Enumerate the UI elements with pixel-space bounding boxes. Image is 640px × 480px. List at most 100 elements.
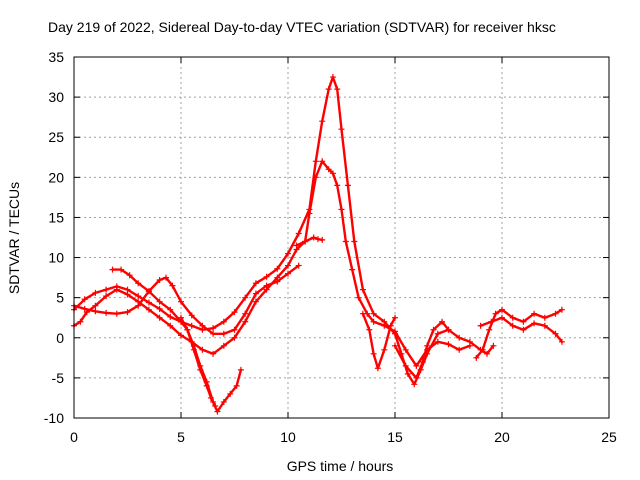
x-tick-label: 5 bbox=[177, 429, 185, 445]
x-axis-label: GPS time / hours bbox=[287, 458, 394, 474]
data-point-marker bbox=[402, 362, 409, 369]
data-point-marker bbox=[359, 286, 366, 293]
data-point-marker bbox=[252, 280, 259, 287]
data-point-marker bbox=[310, 234, 317, 241]
data-point-marker bbox=[392, 314, 398, 321]
data-point-marker bbox=[285, 270, 291, 277]
data-point-marker bbox=[203, 382, 210, 389]
data-point-marker bbox=[531, 310, 538, 317]
data-point-marker bbox=[344, 182, 351, 189]
data-point-marker bbox=[439, 318, 446, 325]
data-point-marker bbox=[479, 346, 486, 353]
data-point-marker bbox=[242, 294, 249, 301]
data-point-marker bbox=[374, 365, 381, 372]
data-point-marker bbox=[319, 158, 326, 165]
plot-frame bbox=[73, 56, 610, 419]
data-point-marker bbox=[499, 314, 505, 321]
y-tick-label: 25 bbox=[48, 129, 64, 145]
data-point-marker bbox=[486, 326, 493, 333]
data-point-marker bbox=[199, 346, 206, 353]
series-trace bbox=[361, 312, 397, 370]
data-point-marker bbox=[263, 273, 270, 280]
data-point-marker bbox=[188, 312, 195, 319]
data-point-marker bbox=[325, 166, 332, 173]
y-tick-label: 35 bbox=[48, 49, 64, 65]
y-axis-label: SDTVAR / TECUs bbox=[6, 182, 22, 294]
data-point-marker bbox=[167, 322, 174, 329]
data-point-marker bbox=[190, 346, 197, 353]
data-point-marker bbox=[404, 370, 411, 377]
data-point-marker bbox=[558, 306, 565, 313]
data-point-marker bbox=[103, 286, 110, 293]
data-point-marker bbox=[103, 309, 110, 316]
data-point-marker bbox=[366, 326, 373, 333]
data-point-marker bbox=[370, 350, 377, 357]
data-point-marker bbox=[242, 310, 249, 317]
data-point-marker bbox=[295, 262, 302, 269]
data-point-marker bbox=[113, 286, 120, 293]
y-tick-label: 10 bbox=[48, 250, 64, 266]
data-point-marker bbox=[156, 277, 163, 284]
data-point-marker bbox=[342, 238, 349, 245]
data-point-marker bbox=[319, 118, 326, 125]
data-point-marker bbox=[509, 314, 516, 321]
data-point-marker bbox=[210, 325, 217, 332]
series-9 bbox=[293, 234, 326, 249]
data-point-marker bbox=[124, 309, 131, 316]
data-point-marker bbox=[178, 314, 184, 321]
data-point-marker bbox=[92, 308, 99, 315]
series-trace bbox=[72, 160, 472, 368]
data-point-marker bbox=[285, 250, 291, 257]
series-4 bbox=[178, 314, 219, 409]
data-point-marker bbox=[167, 313, 174, 320]
data-point-marker bbox=[392, 342, 398, 349]
data-point-marker bbox=[381, 346, 388, 353]
data-point-marker bbox=[381, 322, 388, 329]
data-point-marker bbox=[135, 293, 142, 300]
x-tick-label: 0 bbox=[70, 429, 78, 445]
data-point-marker bbox=[334, 86, 341, 93]
data-point-marker bbox=[252, 290, 259, 297]
data-point-marker bbox=[81, 305, 88, 312]
data-point-marker bbox=[456, 346, 463, 353]
data-point-marker bbox=[109, 266, 116, 273]
data-point-marker bbox=[124, 291, 131, 298]
data-point-marker bbox=[210, 330, 217, 337]
data-point-marker bbox=[167, 306, 174, 313]
series-1 bbox=[71, 158, 473, 369]
data-point-marker bbox=[349, 266, 356, 273]
data-point-marker bbox=[312, 158, 319, 165]
data-point-marker bbox=[242, 318, 249, 325]
data-point-marker bbox=[92, 302, 99, 309]
y-tick-label: 0 bbox=[56, 330, 64, 346]
data-point-marker bbox=[163, 274, 170, 281]
data-point-marker bbox=[466, 338, 473, 345]
data-point-marker bbox=[135, 302, 142, 309]
data-point-marker bbox=[169, 282, 176, 289]
series-8 bbox=[477, 314, 565, 345]
data-point-marker bbox=[220, 342, 227, 349]
data-point-marker bbox=[212, 402, 219, 409]
data-point-marker bbox=[351, 238, 358, 245]
series-7 bbox=[473, 306, 565, 361]
data-point-marker bbox=[178, 298, 184, 305]
data-point-marker bbox=[306, 210, 313, 217]
data-point-marker bbox=[274, 278, 281, 285]
data-point-marker bbox=[237, 366, 244, 373]
data-point-marker bbox=[145, 288, 152, 295]
data-point-marker bbox=[338, 206, 345, 213]
chart-title: Day 219 of 2022, Sidereal Day-to-day VTE… bbox=[48, 19, 556, 35]
data-point-marker bbox=[552, 330, 559, 337]
data-point-marker bbox=[490, 342, 497, 349]
plot-area bbox=[71, 74, 565, 415]
data-point-marker bbox=[325, 86, 332, 93]
data-point-marker bbox=[387, 322, 394, 329]
data-point-marker bbox=[499, 306, 505, 313]
data-point-marker bbox=[145, 306, 152, 313]
data-point-marker bbox=[488, 318, 495, 325]
y-tick-label: 20 bbox=[48, 169, 64, 185]
data-point-marker bbox=[118, 266, 125, 273]
data-point-marker bbox=[413, 374, 420, 381]
data-point-marker bbox=[359, 310, 366, 317]
